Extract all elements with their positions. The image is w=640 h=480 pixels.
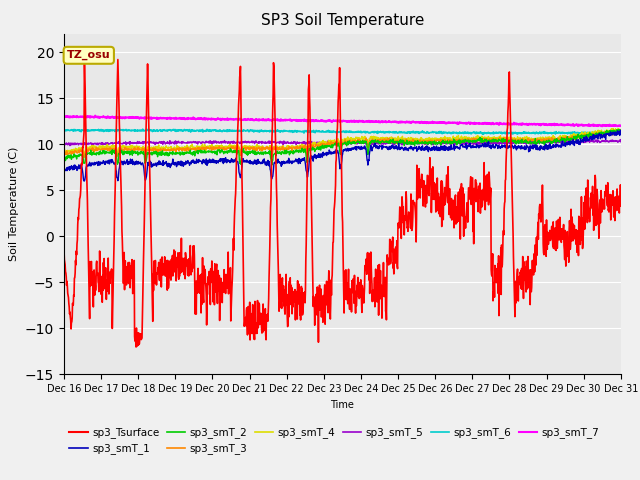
X-axis label: Time: Time [330, 400, 355, 409]
Text: TZ_osu: TZ_osu [67, 50, 111, 60]
Title: SP3 Soil Temperature: SP3 Soil Temperature [260, 13, 424, 28]
Y-axis label: Soil Temperature (C): Soil Temperature (C) [10, 147, 19, 261]
Legend: sp3_Tsurface, sp3_smT_1, sp3_smT_2, sp3_smT_3, sp3_smT_4, sp3_smT_5, sp3_smT_6, : sp3_Tsurface, sp3_smT_1, sp3_smT_2, sp3_… [69, 427, 599, 455]
